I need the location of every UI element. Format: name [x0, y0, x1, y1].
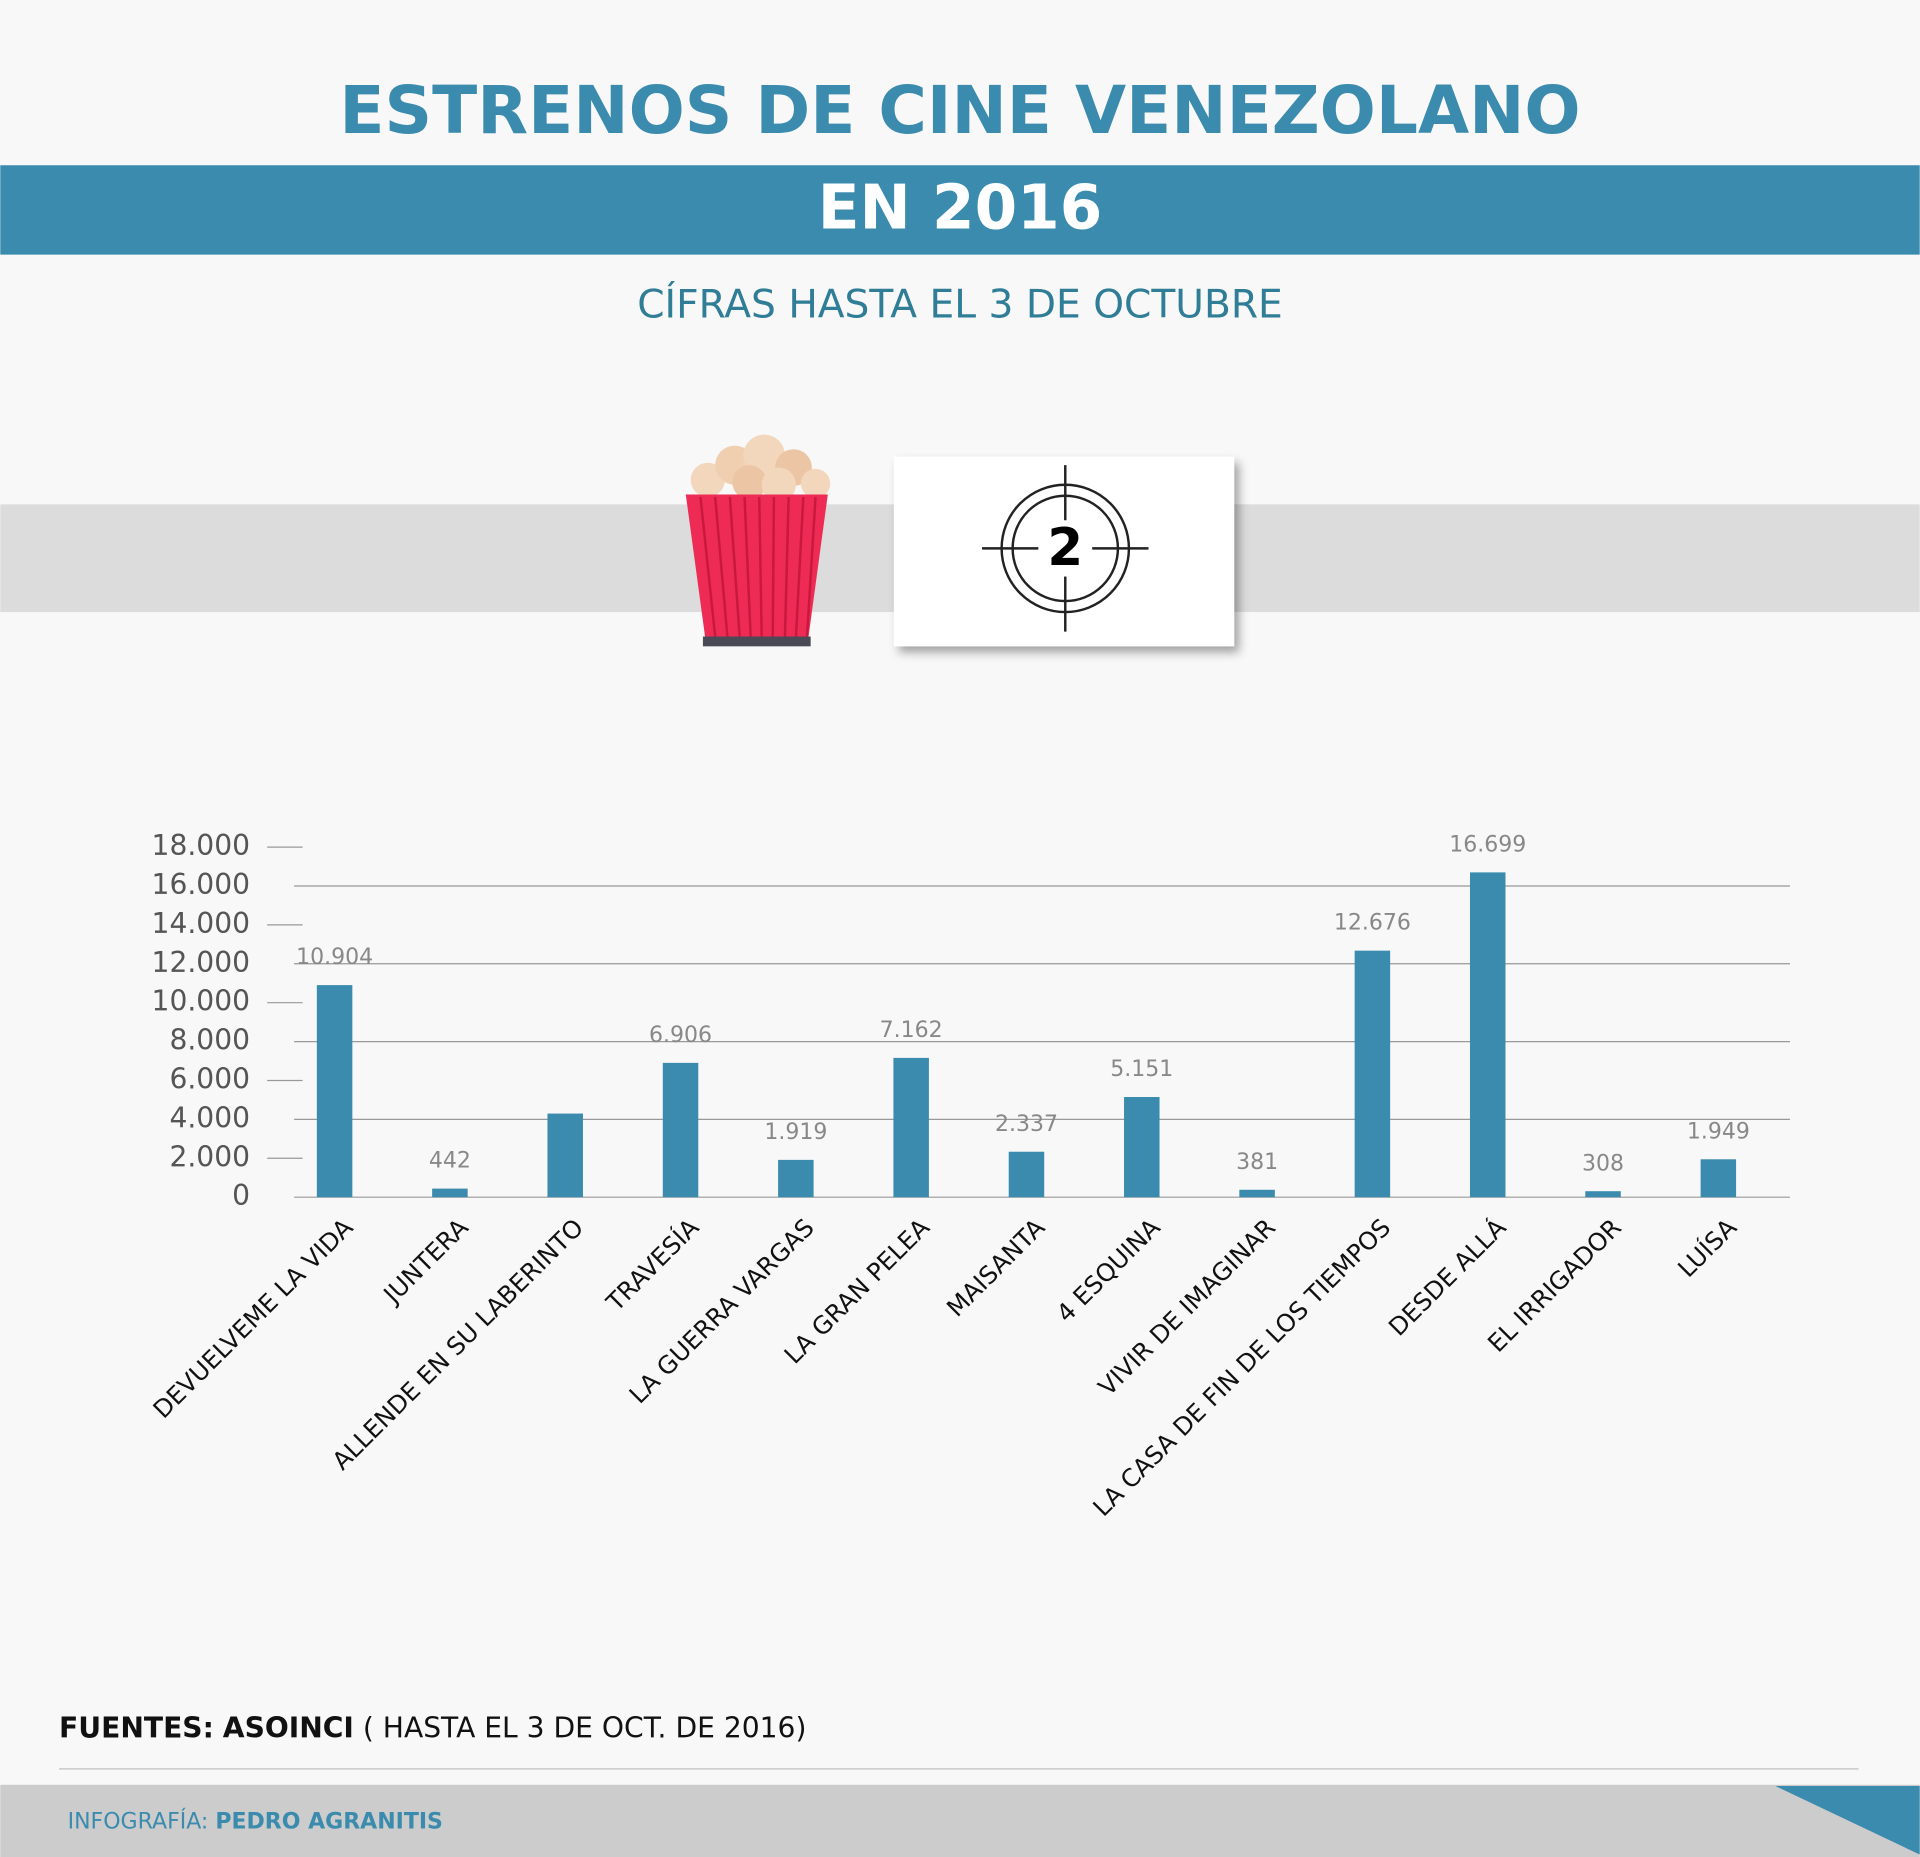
value-label: 7.162 [880, 1018, 943, 1043]
title-banner-text: EN 2016 [818, 172, 1103, 243]
bar [1469, 872, 1506, 1198]
y-tick-label: 2.000 [169, 1140, 250, 1173]
source-name: ASOINCI [223, 1712, 354, 1745]
bar [1124, 1097, 1160, 1198]
value-label: 381 [1236, 1150, 1278, 1175]
y-tick-label: 14.000 [152, 907, 250, 940]
source-note: ( HASTA EL 3 DE OCT. DE 2016) [363, 1712, 807, 1745]
bar [1700, 1159, 1737, 1198]
source-label: FUENTES: [59, 1712, 214, 1745]
popcorn-icon [685, 434, 831, 647]
bar [893, 1057, 929, 1198]
credit-name: PEDRO AGRANITIS [215, 1810, 443, 1835]
countdown-number: 2 [1047, 518, 1083, 578]
value-label: 5.151 [1110, 1057, 1173, 1082]
value-label: 6.906 [649, 1023, 712, 1048]
y-tick-label: 18.000 [152, 829, 250, 862]
credit: INFOGRAFÍA: PEDRO AGRANITIS [68, 1809, 443, 1835]
bar [316, 985, 353, 1198]
y-tick-label: 6.000 [169, 1062, 250, 1095]
value-label: 1.919 [764, 1120, 827, 1145]
value-label: 308 [1582, 1151, 1624, 1176]
y-tick-label: 12.000 [152, 946, 250, 979]
credit-label: INFOGRAFÍA: [68, 1809, 209, 1835]
bar [547, 1113, 583, 1198]
title-banner [0, 165, 1920, 255]
y-tick-label: 4.000 [169, 1101, 250, 1134]
title: ESTRENOS DE CINE VENEZOLANO [339, 72, 1580, 149]
value-label: 12.676 [1334, 911, 1411, 936]
footer-band [0, 1784, 1920, 1857]
subtitle: CÍFRAS HASTA EL 3 DE OCTUBRE [637, 281, 1283, 328]
y-tick-label: 8.000 [169, 1024, 250, 1057]
value-label: 2.337 [995, 1112, 1058, 1137]
y-tick-label: 10.000 [152, 985, 250, 1018]
bar [432, 1188, 468, 1198]
bar [1585, 1191, 1621, 1198]
value-label: 10.904 [296, 945, 373, 970]
source: FUENTES: ASOINCI ( HASTA EL 3 DE OCT. DE… [59, 1712, 806, 1745]
y-tick-label: 16.000 [152, 868, 250, 901]
bar [1008, 1151, 1045, 1198]
value-label: 1.949 [1687, 1119, 1750, 1144]
bar [1354, 950, 1391, 1198]
bar [778, 1159, 814, 1198]
countdown-icon: 2 [893, 456, 1235, 647]
bar [1239, 1189, 1275, 1198]
bar [662, 1062, 699, 1198]
y-tick-label: 0 [232, 1179, 250, 1212]
footer-triangle [1775, 1786, 1920, 1855]
value-label: 442 [429, 1149, 471, 1174]
value-label: 16.699 [1449, 832, 1526, 857]
